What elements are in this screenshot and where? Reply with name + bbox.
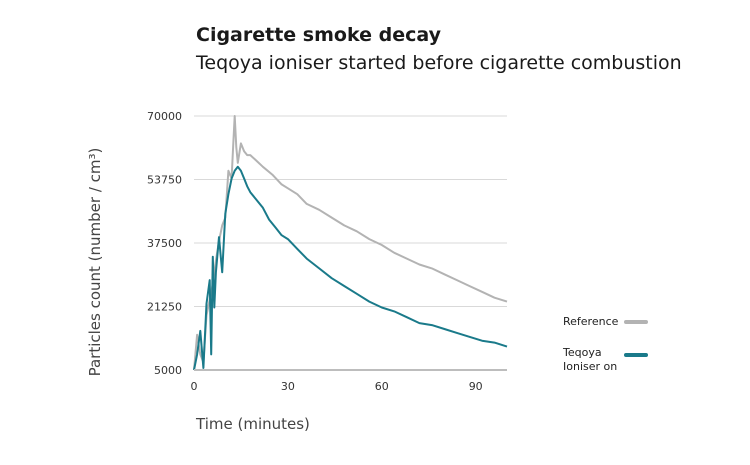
legend-label-0-0: Reference	[563, 315, 619, 328]
x-axis-label: Time (minutes)	[195, 415, 310, 433]
y-tick-label-3: 53750	[147, 174, 182, 187]
chart-subtitle: Teqoya ioniser started before cigarette …	[196, 52, 682, 74]
legend-label-1-0: Teqoya	[562, 346, 602, 359]
x-tick-label-1: 30	[281, 380, 295, 393]
x-tick-label-2: 60	[375, 380, 389, 393]
series-lines	[193, 115, 508, 371]
gridlines	[194, 115, 507, 307]
y-tick-label-1: 21250	[147, 301, 182, 314]
legend-label-1-1: Ioniser on	[563, 360, 617, 373]
x-tick-label-0: 0	[191, 380, 198, 393]
chart-title: Cigarette smoke decay	[196, 24, 441, 46]
y-tick-label-2: 37500	[147, 237, 182, 250]
x-tick-label-3: 90	[469, 380, 483, 393]
y-tick-labels: 5000 21250 37500 53750 70000	[147, 110, 182, 377]
y-tick-label-4: 70000	[147, 110, 182, 123]
x-tick-labels: 0 30 60 90	[191, 380, 483, 393]
y-tick-label-0: 5000	[154, 364, 182, 377]
y-axis-label: Particles count (number / cm³)	[86, 148, 104, 377]
series-line-teqoya-ioniser-on	[193, 165, 508, 371]
